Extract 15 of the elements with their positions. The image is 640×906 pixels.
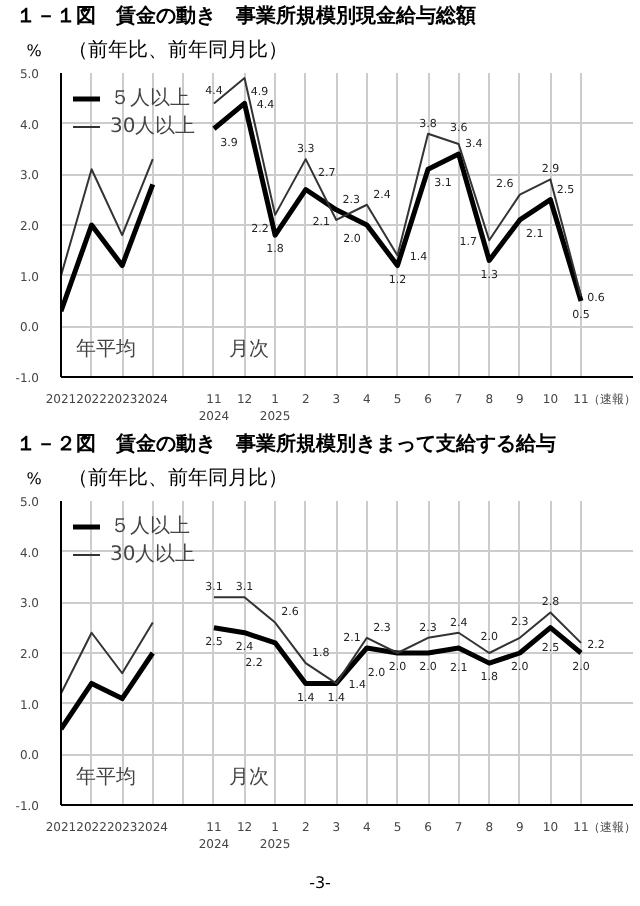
legend-label: 30人以上	[110, 541, 196, 568]
text: -3-	[307, 872, 333, 895]
chart-title: １－２図 賃金の動き 事業所規模別きまって支給する給与	[16, 432, 558, 460]
annotation: 月次	[229, 339, 270, 361]
chart-title: １－１図 賃金の動き 事業所規模別現金給与総額	[16, 4, 478, 32]
legend-label: ５人以上	[110, 513, 190, 540]
chart-subtitle: （前年比、前年同月比）	[68, 468, 288, 491]
y-axis-title: %	[24, 468, 44, 492]
legend-label: 30人以上	[110, 113, 196, 140]
annotation: 年平均	[76, 765, 137, 789]
y-axis-title: %	[24, 40, 44, 64]
chart-subtitle: （前年比、前年同月比）	[68, 40, 288, 63]
annotation: 年平均	[76, 337, 137, 361]
legend-label: ５人以上	[110, 85, 190, 112]
annotation: 月次	[229, 767, 270, 789]
